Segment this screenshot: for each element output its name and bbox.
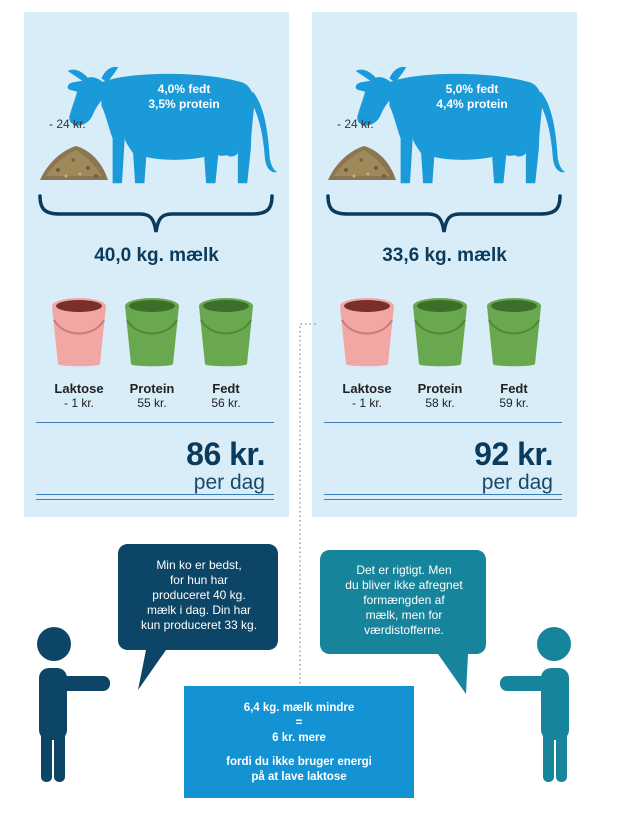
protein-percent: 3,5% protein	[148, 97, 220, 111]
fat-label: Fedt 59 kr.	[499, 381, 529, 410]
summary-line: 6 kr. mere	[272, 732, 326, 744]
milk-amount: 33,6 kg. mælk	[382, 245, 507, 266]
lactose-bucket-icon	[340, 298, 394, 367]
total-amount: 92 kr.	[474, 436, 553, 472]
divider	[36, 422, 274, 423]
brace-icon	[326, 194, 562, 234]
lactose-label: Laktose - 1 kr.	[342, 381, 392, 410]
speech-bubble-left: Min ko er bedst, for hun har produceret …	[140, 558, 258, 632]
fat-bucket-icon	[487, 298, 541, 367]
protein-bucket-icon	[125, 298, 179, 367]
brace-icon	[38, 194, 274, 234]
summary-line: =	[295, 717, 303, 729]
divider	[324, 422, 562, 423]
protein-label: Protein 55 kr.	[129, 381, 175, 410]
person-right-icon	[500, 627, 571, 782]
person-left-icon	[37, 627, 110, 782]
divider	[324, 499, 562, 500]
daily-total: 92 kr. per dag	[474, 437, 553, 495]
fat-percent: 4,0% fedt	[157, 82, 211, 96]
cow-composition: 5,0% fedt 4,4% protein	[412, 82, 532, 112]
speech-bubble-right: Det er rigtigt. Men du bliver ikke afreg…	[345, 563, 463, 637]
divider	[36, 494, 274, 495]
daily-total: 86 kr. per dag	[186, 437, 265, 495]
fat-bucket-icon	[199, 298, 253, 367]
protein-percent: 4,4% protein	[436, 97, 508, 111]
summary-line: på at lave laktose	[251, 771, 347, 783]
lactose-label: Laktose - 1 kr.	[54, 381, 104, 410]
fat-percent: 5,0% fedt	[445, 82, 499, 96]
protein-label: Protein 58 kr.	[417, 381, 463, 410]
speech-bubble-shape	[320, 550, 486, 694]
total-period: per dag	[481, 471, 553, 494]
total-period: per dag	[193, 471, 265, 494]
dotted-connector	[299, 323, 318, 688]
feed-price: - 24 kr.	[337, 117, 374, 131]
total-amount: 86 kr.	[186, 436, 265, 472]
left-cow-panel: 4,0% fedt 3,5% protein - 24 kr. 40,0 kg.…	[24, 12, 289, 517]
divider	[324, 494, 562, 495]
divider	[36, 499, 274, 500]
protein-bucket-icon	[413, 298, 467, 367]
speech-bubble-shape	[118, 544, 278, 690]
right-cow-panel: 5,0% fedt 4,4% protein - 24 kr. 33,6 kg.…	[312, 12, 577, 517]
summary-line: fordi du ikke bruger energi	[226, 756, 372, 768]
fat-label: Fedt 56 kr.	[211, 381, 241, 410]
summary-box: 6,4 kg. mælk mindre = 6 kr. mere fordi d…	[184, 686, 414, 798]
feed-pile-icon	[328, 146, 396, 180]
cow-composition: 4,0% fedt 3,5% protein	[124, 82, 244, 112]
milk-amount: 40,0 kg. mælk	[94, 245, 219, 266]
feed-price: - 24 kr.	[49, 117, 86, 131]
lactose-bucket-icon	[52, 298, 106, 367]
feed-pile-icon	[40, 146, 108, 180]
summary-line: 6,4 kg. mælk mindre	[243, 702, 355, 714]
